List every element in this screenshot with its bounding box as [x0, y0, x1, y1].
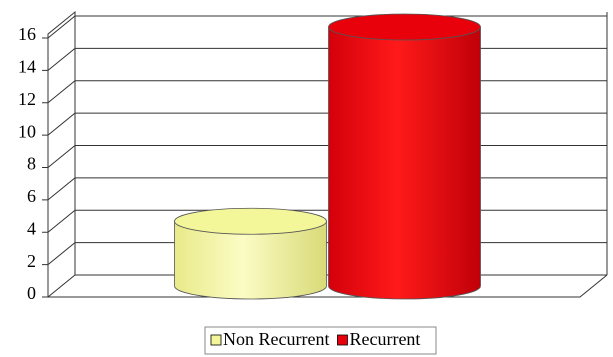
- grid-line: [47, 80, 607, 104]
- y-tick-label: 0: [27, 283, 36, 303]
- legend-swatch: [210, 334, 222, 346]
- y-tick-label: 8: [27, 154, 36, 174]
- y-tick-label: 6: [27, 186, 36, 206]
- bar: [174, 220, 327, 300]
- bar-top: [174, 207, 327, 235]
- bar: [328, 26, 481, 300]
- y-tick-label: 2: [27, 251, 36, 271]
- y-tick-label: 4: [27, 218, 36, 238]
- grid-line: [47, 209, 607, 233]
- legend-swatch: [337, 334, 348, 346]
- legend-label: Recurrent: [349, 329, 420, 349]
- y-tick-label: 10: [18, 121, 36, 141]
- grid-line: [47, 112, 607, 136]
- grid-line: [47, 15, 607, 39]
- grid-line: [47, 145, 607, 168]
- grid-line: [47, 242, 607, 266]
- floor: [48, 274, 608, 298]
- y-tick-label: 12: [18, 89, 36, 109]
- grid-line: [47, 274, 607, 298]
- legend-label: Non Recurrent: [223, 329, 329, 349]
- bar-top: [328, 13, 481, 41]
- y-tick-label: 14: [18, 57, 36, 77]
- grid-line: [47, 177, 607, 201]
- legend-box: [204, 326, 437, 355]
- y-tick-label: 16: [18, 24, 36, 44]
- left-wall: [47, 10, 76, 297]
- grid-line: [47, 47, 607, 71]
